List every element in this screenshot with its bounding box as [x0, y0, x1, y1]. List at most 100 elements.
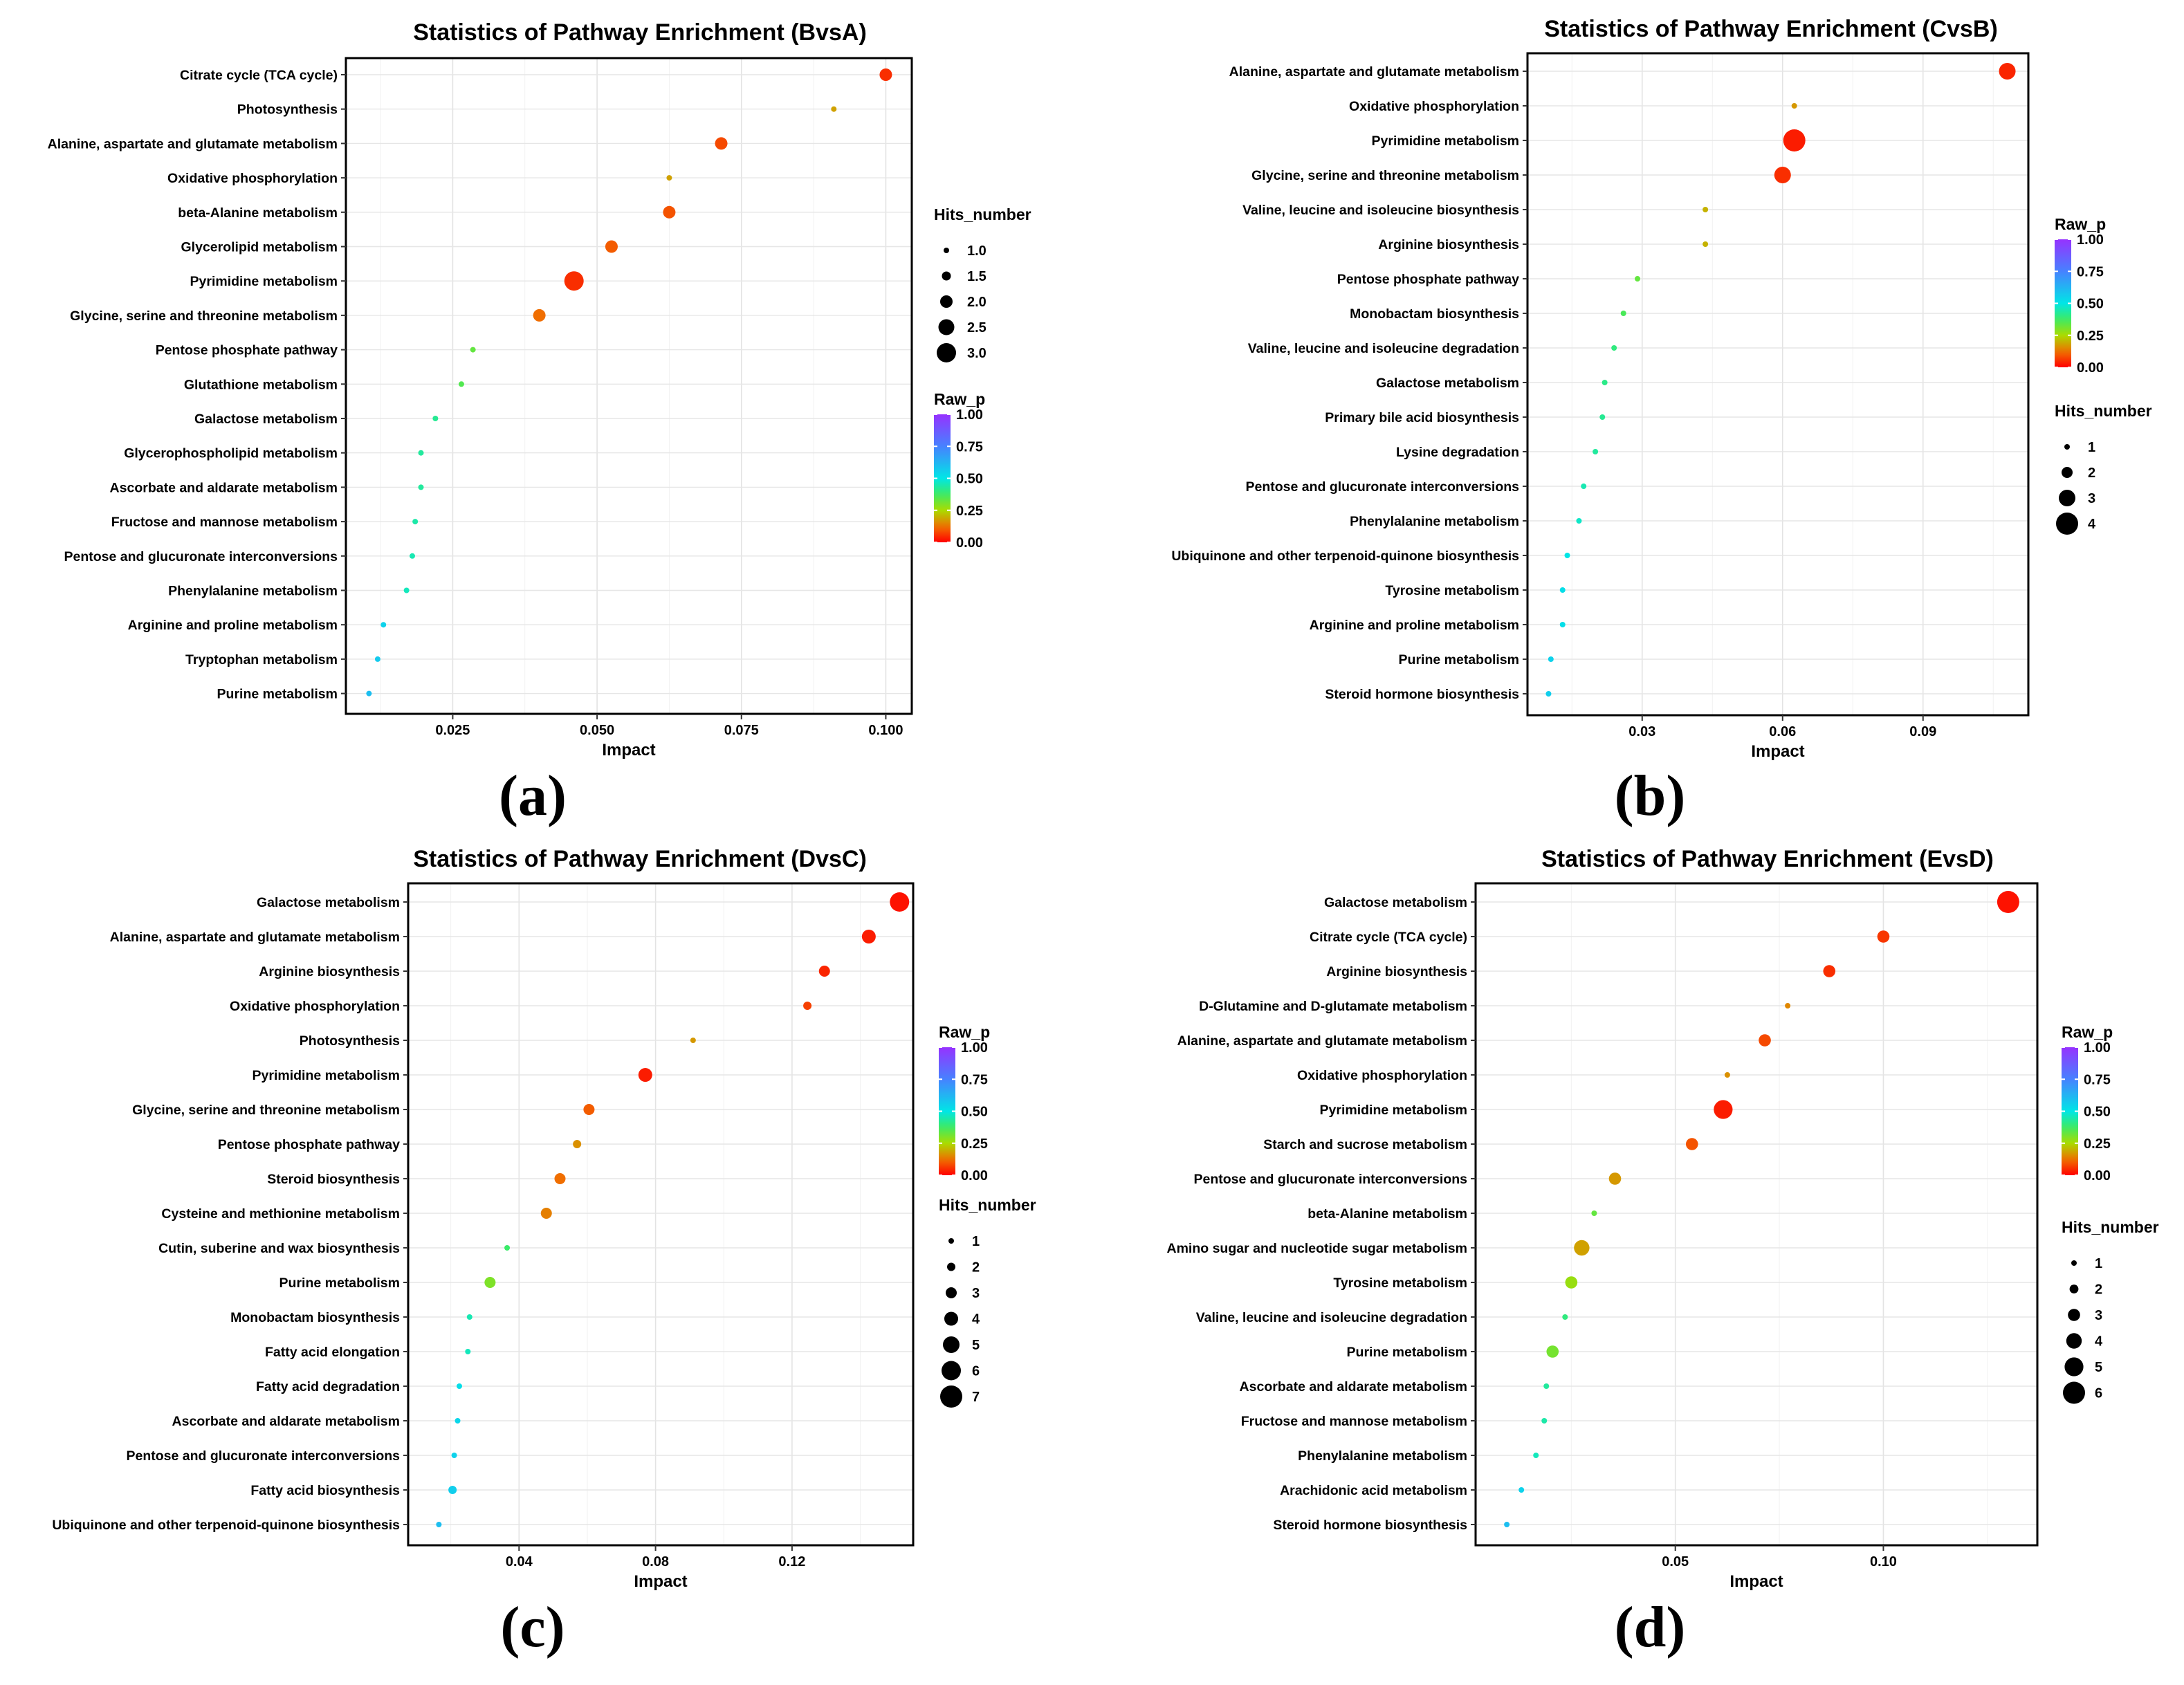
- hits-legend-label: 5: [972, 1338, 980, 1353]
- y-tick-label: Fatty acid elongation: [265, 1345, 400, 1360]
- data-point: [1562, 1314, 1568, 1320]
- data-point: [1791, 103, 1797, 109]
- hits-legend-key: [2064, 444, 2070, 450]
- plot-frame: [407, 882, 915, 1547]
- rawp-tick-label: 1.00: [961, 1040, 988, 1056]
- data-point: [1564, 553, 1570, 558]
- hits-legend-title: Hits_number: [939, 1196, 1036, 1214]
- data-point: [412, 519, 419, 525]
- y-tick-label: Lysine degradation: [1396, 445, 1519, 460]
- panel-letter-d: (d): [1615, 1595, 1686, 1659]
- y-tick-label: Phenylalanine metabolism: [168, 584, 338, 599]
- y-tick-label: Purine metabolism: [217, 687, 338, 702]
- plot-frame: [1474, 882, 2039, 1547]
- data-point: [403, 587, 410, 593]
- y-tick-label: Pentose phosphate pathway: [156, 343, 338, 358]
- data-point: [374, 656, 380, 662]
- hits-legend-key: [948, 1238, 954, 1244]
- rawp-tick-label: 0.00: [2077, 360, 2104, 376]
- y-tick-label: Galactose metabolism: [1324, 895, 1467, 910]
- y-tick-label: Pentose phosphate pathway: [218, 1137, 400, 1152]
- panel-letter-a: (a): [499, 764, 567, 828]
- y-tick-label: Monobactam biosynthesis: [230, 1310, 400, 1325]
- data-point: [1559, 587, 1566, 593]
- hits-legend-label: 5: [2095, 1360, 2102, 1375]
- data-point: [1999, 63, 2016, 80]
- y-tick-label: Valine, leucine and isoleucine biosynthe…: [1242, 203, 1519, 218]
- data-point: [1591, 1210, 1597, 1216]
- y-tick-label: Ubiquinone and other terpenoid-quinone b…: [1171, 549, 1519, 564]
- x-axis-label: Impact: [634, 1572, 687, 1591]
- rawp-tick-label: 1.00: [2084, 1040, 2111, 1056]
- data-point: [1759, 1034, 1771, 1047]
- rawp-tick-label: 0.25: [961, 1136, 988, 1152]
- y-tick-label: Glycine, serine and threonine metabolism: [70, 309, 338, 324]
- x-tick-label: 0.025: [435, 723, 470, 738]
- y-tick-label: Pentose phosphate pathway: [1337, 272, 1519, 287]
- panel-cvsb: Statistics of Pathway Enrichment (CvsB) A…: [1171, 16, 2151, 761]
- hits-legend-label: 4: [2088, 517, 2096, 532]
- hits-legend-key: [2059, 490, 2075, 506]
- data-point: [666, 175, 672, 181]
- y-tick-label: Purine metabolism: [279, 1276, 400, 1291]
- rawp-tick-label: 1.00: [956, 407, 983, 423]
- y-tick-label: Purine metabolism: [1347, 1345, 1467, 1360]
- data-point: [466, 1314, 472, 1320]
- data-point: [1774, 167, 1791, 183]
- hits-legend-key: [2069, 1285, 2079, 1293]
- data-point: [1576, 518, 1582, 524]
- y-tick-label: Glutathione metabolism: [184, 377, 338, 392]
- data-point: [663, 205, 676, 219]
- y-tick-label: Ascorbate and aldarate metabolism: [172, 1414, 400, 1429]
- hits-legend-label: 7: [972, 1390, 980, 1405]
- data-point: [1574, 1240, 1590, 1256]
- data-point: [1877, 930, 1890, 943]
- y-tick-label: Starch and sucrose metabolism: [1263, 1137, 1467, 1152]
- y-tick-label: Oxidative phosphorylation: [1349, 99, 1519, 114]
- plot-area: [408, 883, 913, 1545]
- data-point: [690, 1038, 696, 1043]
- hits-legend-label: 2: [2095, 1282, 2102, 1298]
- y-tick-label: Pyrimidine metabolism: [190, 274, 338, 289]
- panel-letter-b: (b): [1615, 764, 1686, 828]
- y-tick-label: Pentose and glucuronate interconversions: [1193, 1172, 1467, 1187]
- data-point: [448, 1486, 457, 1494]
- chart-title: Statistics of Pathway Enrichment (EvsD): [1541, 846, 1994, 872]
- hits-legend-label: 1: [2095, 1256, 2102, 1271]
- y-tick-label: Alanine, aspartate and glutamate metabol…: [1177, 1033, 1467, 1049]
- data-point: [573, 1140, 582, 1148]
- hits-legend-title: Hits_number: [2062, 1218, 2159, 1236]
- rawp-tick-label: 0.00: [2084, 1168, 2111, 1184]
- y-tick-label: Fructose and mannose metabolism: [1241, 1414, 1467, 1429]
- rawp-legend-title: Raw_p: [934, 390, 985, 408]
- y-tick-label: Phenylalanine metabolism: [1350, 514, 1519, 529]
- data-point: [1541, 1418, 1548, 1424]
- data-point: [470, 347, 476, 353]
- hits-legend-label: 6: [972, 1364, 980, 1379]
- x-tick-label: 0.04: [506, 1554, 533, 1569]
- y-tick-label: Arginine and proline metabolism: [1310, 618, 1519, 633]
- y-tick-label: Pentose and glucuronate interconversions: [1245, 479, 1519, 495]
- y-tick-label: Amino sugar and nucleotide sugar metabol…: [1167, 1241, 1468, 1256]
- y-tick-label: Monobactam biosynthesis: [1350, 306, 1519, 322]
- data-point: [533, 309, 546, 322]
- y-tick-label: Steroid hormone biosynthesis: [1325, 687, 1519, 702]
- hits-legend-label: 1.5: [967, 269, 987, 284]
- y-tick-label: Primary bile acid biosynthesis: [1325, 410, 1519, 425]
- data-point: [861, 930, 876, 943]
- data-point: [715, 137, 728, 150]
- data-point: [1785, 1003, 1791, 1009]
- data-point: [1703, 241, 1709, 247]
- data-point: [1593, 449, 1599, 454]
- data-point: [1611, 345, 1617, 351]
- y-tick-label: beta-Alanine metabolism: [178, 205, 338, 221]
- y-tick-label: Alanine, aspartate and glutamate metabol…: [1229, 64, 1519, 80]
- hits-legend-label: 2.0: [967, 295, 987, 310]
- y-tick-label: Galactose metabolism: [194, 412, 338, 427]
- x-tick-label: 0.05: [1662, 1554, 1689, 1569]
- data-point: [1608, 1172, 1622, 1185]
- rawp-tick-label: 0.75: [956, 439, 983, 454]
- data-point: [1685, 1138, 1698, 1150]
- rawp-tick-label: 1.00: [2077, 232, 2104, 248]
